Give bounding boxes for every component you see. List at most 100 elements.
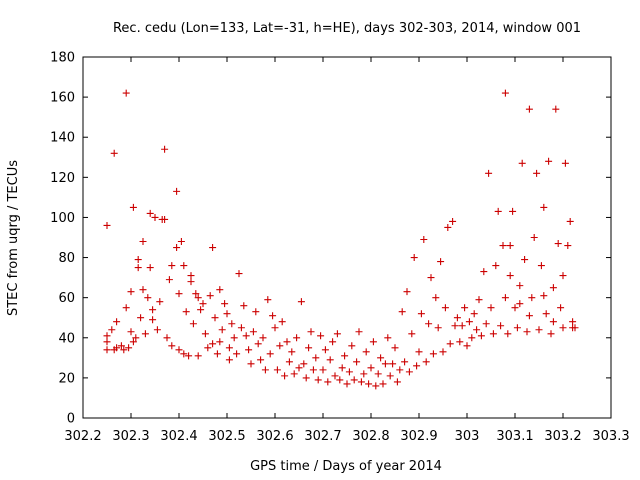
data-point bbox=[305, 344, 313, 352]
data-point bbox=[420, 236, 428, 244]
data-point bbox=[149, 316, 157, 324]
data-point bbox=[249, 328, 257, 336]
data-point bbox=[273, 366, 281, 374]
data-point bbox=[261, 366, 269, 374]
data-point bbox=[391, 344, 399, 352]
data-point bbox=[269, 312, 277, 320]
data-point bbox=[557, 304, 565, 312]
data-point bbox=[499, 242, 507, 250]
data-point bbox=[542, 310, 550, 318]
data-point bbox=[113, 318, 121, 326]
data-point bbox=[456, 338, 464, 346]
data-point bbox=[521, 256, 529, 264]
data-point bbox=[429, 350, 437, 358]
y-tick-label: 140 bbox=[50, 131, 75, 146]
data-point bbox=[355, 328, 363, 336]
data-point bbox=[146, 264, 154, 272]
data-point bbox=[345, 368, 353, 376]
data-point bbox=[177, 238, 185, 246]
data-point bbox=[549, 284, 557, 292]
data-point bbox=[365, 380, 373, 388]
data-point bbox=[506, 242, 514, 250]
data-point bbox=[173, 187, 181, 195]
data-point bbox=[132, 334, 140, 342]
data-point bbox=[252, 308, 260, 316]
data-point bbox=[458, 322, 466, 330]
data-point bbox=[264, 296, 272, 304]
data-point bbox=[403, 288, 411, 296]
data-point bbox=[312, 354, 320, 362]
data-point bbox=[516, 300, 524, 308]
data-point bbox=[139, 238, 147, 246]
data-point bbox=[257, 356, 265, 364]
data-point bbox=[201, 330, 209, 338]
data-point bbox=[187, 272, 195, 280]
data-point bbox=[350, 376, 358, 384]
data-point bbox=[523, 328, 531, 336]
data-point bbox=[127, 328, 135, 336]
data-point bbox=[278, 318, 286, 326]
data-point bbox=[545, 157, 553, 165]
x-tick-label: 303.2 bbox=[544, 429, 581, 444]
data-point bbox=[103, 332, 111, 340]
data-point bbox=[468, 334, 476, 342]
x-tick-label: 302.4 bbox=[160, 429, 197, 444]
data-point bbox=[480, 268, 488, 276]
x-tick-label: 303 bbox=[455, 429, 480, 444]
data-point bbox=[461, 304, 469, 312]
data-point bbox=[290, 370, 298, 378]
data-point bbox=[211, 314, 219, 322]
data-point bbox=[554, 240, 562, 248]
data-point bbox=[117, 342, 125, 350]
data-point bbox=[338, 364, 346, 372]
y-axis-label: STEC from uqrg / TECUs bbox=[6, 160, 21, 316]
data-point bbox=[233, 350, 241, 358]
data-point bbox=[218, 326, 226, 334]
data-point bbox=[326, 356, 334, 364]
data-point bbox=[427, 274, 435, 282]
data-point bbox=[482, 320, 490, 328]
data-point bbox=[194, 294, 202, 302]
data-point bbox=[254, 340, 262, 348]
data-point bbox=[276, 342, 284, 350]
data-point bbox=[247, 360, 255, 368]
data-point bbox=[386, 372, 394, 380]
data-point bbox=[533, 169, 541, 177]
data-point bbox=[168, 262, 176, 270]
data-point bbox=[240, 302, 248, 310]
data-point bbox=[525, 105, 533, 113]
data-point bbox=[285, 358, 293, 366]
data-point bbox=[144, 294, 152, 302]
x-tick-label: 302.9 bbox=[400, 429, 437, 444]
data-point bbox=[362, 348, 370, 356]
data-point bbox=[153, 326, 161, 334]
data-point bbox=[223, 310, 231, 318]
data-point bbox=[266, 350, 274, 358]
data-point bbox=[216, 286, 224, 294]
data-point bbox=[413, 362, 421, 370]
y-tick-label: 160 bbox=[50, 91, 75, 106]
y-tick-label: 180 bbox=[50, 51, 75, 66]
data-point bbox=[300, 360, 308, 368]
data-point bbox=[175, 290, 183, 298]
data-point bbox=[134, 264, 142, 272]
data-point bbox=[185, 352, 193, 360]
data-point bbox=[566, 217, 574, 225]
x-tick-label: 302.3 bbox=[112, 429, 149, 444]
data-point bbox=[156, 298, 164, 306]
data-point bbox=[444, 223, 452, 231]
x-tick-label: 303.3 bbox=[592, 429, 629, 444]
data-point bbox=[324, 378, 332, 386]
y-tick-label: 100 bbox=[50, 211, 75, 226]
data-point bbox=[374, 370, 382, 378]
data-point bbox=[343, 380, 351, 388]
data-point bbox=[187, 278, 195, 286]
x-axis-label: GPS time / Days of year 2014 bbox=[250, 459, 442, 474]
data-point bbox=[309, 366, 317, 374]
data-point bbox=[137, 314, 145, 322]
y-tick-label: 40 bbox=[58, 331, 75, 346]
data-point bbox=[314, 376, 322, 384]
y-tick-label: 80 bbox=[58, 251, 75, 266]
data-point bbox=[379, 380, 387, 388]
